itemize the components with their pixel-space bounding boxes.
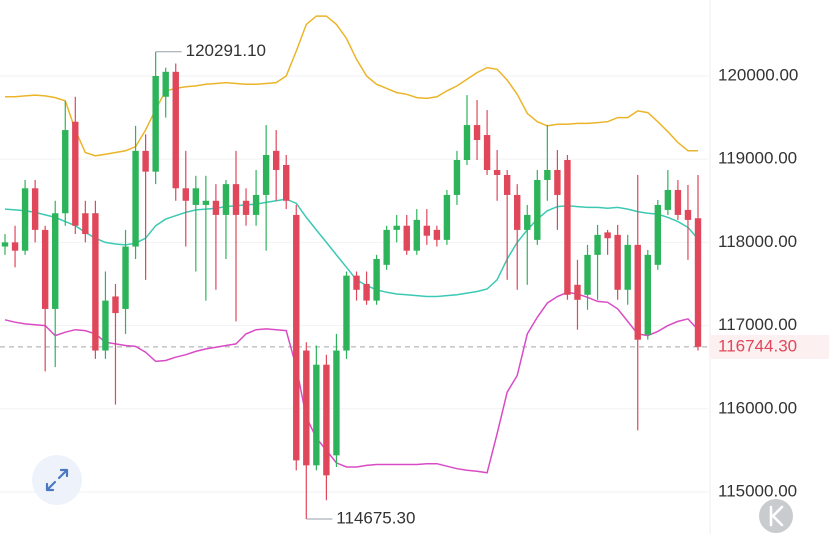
candle-body bbox=[524, 214, 531, 230]
candle-body bbox=[514, 194, 521, 230]
kline-button[interactable] bbox=[759, 499, 793, 533]
candle-body bbox=[443, 194, 451, 240]
candle-body bbox=[403, 225, 410, 251]
labels: 120000.00 119000.00 118000.00 117000.00 1160… bbox=[155, 41, 829, 527]
y-tick-label: 117000.00 bbox=[718, 315, 797, 334]
y-tick-label: 118000.00 bbox=[718, 232, 797, 251]
candle-body bbox=[212, 200, 220, 215]
candle-body bbox=[534, 179, 541, 240]
candle-body bbox=[413, 219, 420, 251]
band-line bbox=[4, 198, 699, 298]
y-tick-label: 115000.00 bbox=[718, 481, 797, 500]
y-tick-label: 116000.00 bbox=[718, 398, 797, 417]
candle-body bbox=[463, 125, 471, 161]
candle-body bbox=[373, 259, 380, 301]
candle-body bbox=[343, 275, 350, 351]
candle-body bbox=[564, 160, 571, 295]
candle-body bbox=[283, 164, 290, 201]
candle-body bbox=[634, 244, 641, 340]
candle-body bbox=[62, 130, 69, 214]
grid bbox=[0, 75, 708, 493]
candle-body bbox=[41, 229, 49, 309]
candle-body bbox=[614, 234, 621, 290]
candle-body bbox=[473, 125, 481, 141]
candle-body bbox=[303, 350, 310, 466]
candle-body bbox=[293, 214, 300, 461]
y-tick-label: 119000.00 bbox=[718, 149, 797, 168]
candle-body bbox=[192, 188, 200, 205]
annotation-label: 120291.10 bbox=[186, 41, 266, 60]
candle-body bbox=[684, 209, 692, 220]
candle-body bbox=[694, 218, 702, 347]
candles bbox=[1, 51, 702, 519]
candle-body bbox=[202, 200, 210, 205]
candle-body bbox=[393, 225, 400, 230]
kline-bg bbox=[759, 499, 793, 533]
expand-bg bbox=[32, 455, 82, 505]
candle-body bbox=[132, 150, 139, 247]
candle-body bbox=[21, 188, 29, 251]
candle-body bbox=[664, 189, 672, 210]
candle-body bbox=[363, 283, 370, 301]
candle-body bbox=[1, 242, 9, 247]
expand-button[interactable] bbox=[32, 455, 82, 505]
candle-body bbox=[72, 121, 79, 226]
candle-body bbox=[574, 284, 581, 300]
candle-body bbox=[594, 234, 601, 255]
candle-body bbox=[272, 150, 280, 170]
candle-body bbox=[493, 169, 501, 175]
candle-body bbox=[313, 364, 320, 466]
candle-body bbox=[604, 232, 611, 239]
expand-icon bbox=[45, 468, 69, 492]
candle-body bbox=[453, 160, 461, 195]
candle-body bbox=[142, 150, 149, 172]
candle-body bbox=[483, 135, 491, 170]
candle-body bbox=[262, 155, 270, 195]
candle-body bbox=[584, 254, 591, 295]
candle-body bbox=[222, 184, 230, 215]
candle-body bbox=[102, 300, 109, 351]
band-line bbox=[5, 15, 698, 157]
last-price-bg bbox=[710, 334, 829, 359]
candle-body bbox=[52, 213, 59, 309]
candle-body bbox=[11, 242, 19, 251]
candle-body bbox=[152, 75, 159, 172]
candle-body bbox=[122, 246, 129, 309]
candle-body bbox=[383, 229, 390, 265]
bands bbox=[4, 15, 699, 474]
candle-body bbox=[242, 200, 250, 215]
candle-body bbox=[182, 188, 189, 201]
last-price-label: 116744.30 bbox=[718, 336, 797, 355]
candle-body bbox=[162, 71, 169, 97]
annotation-label: 114675.30 bbox=[336, 508, 415, 527]
candle-body bbox=[503, 174, 511, 195]
candle-body bbox=[644, 254, 651, 335]
candle-body bbox=[624, 244, 631, 290]
candle-body bbox=[353, 275, 360, 290]
candle-body bbox=[232, 184, 240, 215]
kline-icon bbox=[769, 505, 784, 527]
candle-body bbox=[544, 169, 551, 180]
candle-body bbox=[433, 229, 441, 240]
candle-body bbox=[92, 213, 99, 351]
candle-body bbox=[654, 204, 662, 265]
candle-body bbox=[674, 189, 682, 215]
band-line bbox=[4, 291, 699, 474]
candle-body bbox=[31, 188, 39, 230]
candle-body bbox=[172, 71, 179, 189]
y-tick-label: 120000.00 bbox=[718, 65, 798, 84]
candle-body bbox=[423, 225, 431, 236]
candle-body bbox=[82, 213, 89, 235]
candle-body bbox=[252, 194, 260, 215]
candle-body bbox=[323, 364, 330, 476]
candle-body bbox=[554, 169, 561, 195]
candle-body bbox=[112, 296, 119, 314]
candle-body bbox=[333, 350, 340, 456]
